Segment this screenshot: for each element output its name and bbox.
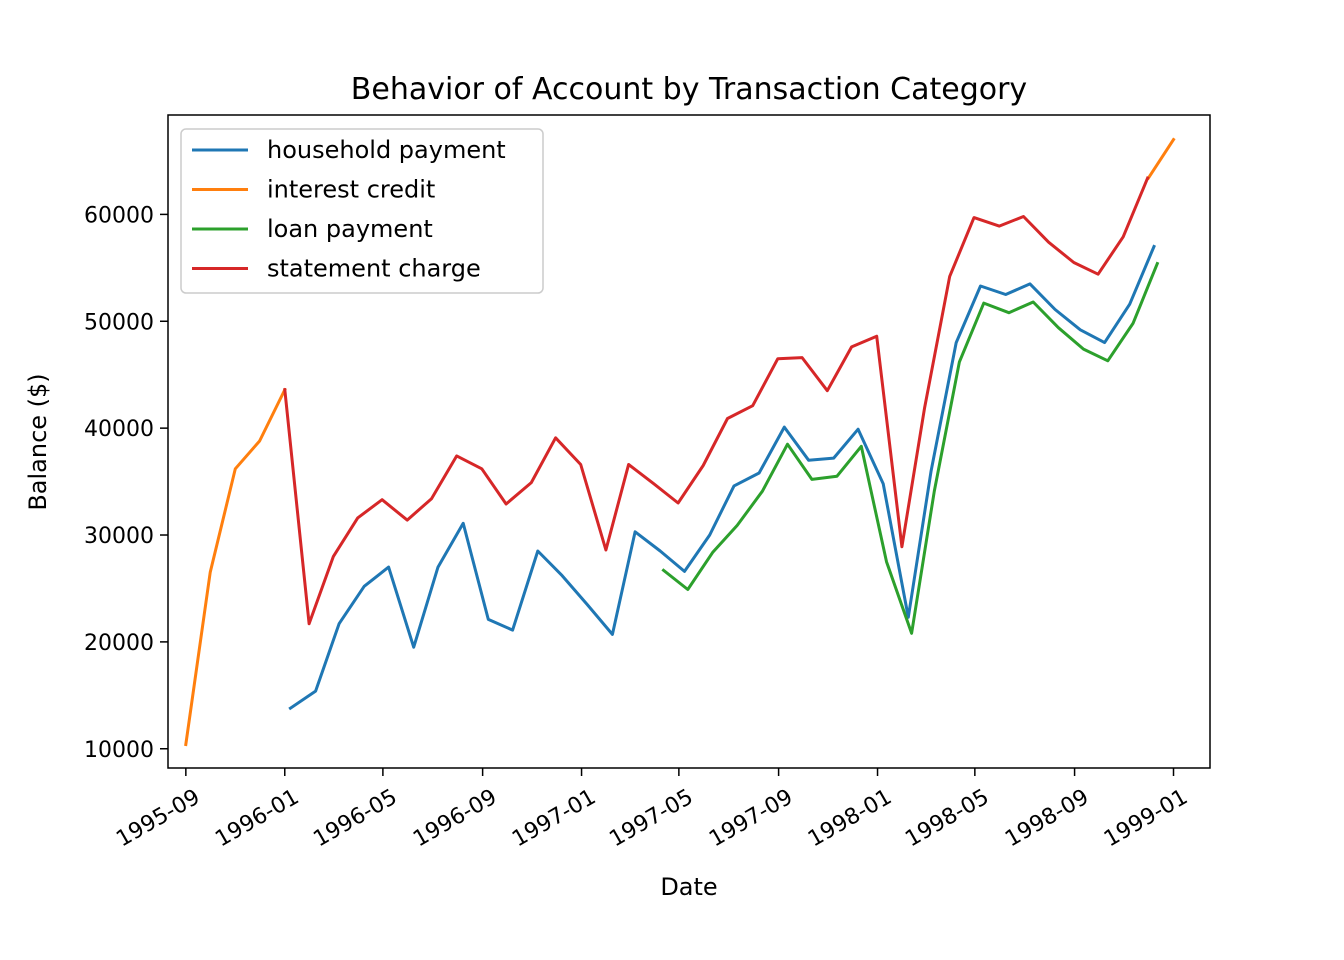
- y-axis-label: Balance ($): [24, 373, 52, 510]
- legend-label: household payment: [267, 136, 506, 164]
- series-line-1-0: [184, 387, 287, 747]
- y-tick-label: 60000: [84, 203, 154, 228]
- series-line-3-0: [283, 176, 1150, 626]
- legend-label: loan payment: [267, 215, 433, 243]
- series-household-payment: [288, 244, 1156, 711]
- series-layer: [184, 137, 1176, 747]
- legend[interactable]: household payment interest credit loan pay…: [180, 128, 544, 294]
- series-line-1-1: [1146, 137, 1176, 181]
- chart-title: Behavior of Account by Transaction Categ…: [351, 72, 1027, 107]
- y-tick-label: 40000: [84, 417, 154, 442]
- y-tick-label: 30000: [84, 524, 154, 549]
- legend-item-loan-payment[interactable]: loan payment: [192, 215, 433, 243]
- series-line-0-0: [288, 244, 1156, 711]
- legend-item-household-payment[interactable]: household payment: [192, 136, 506, 164]
- series-interest-credit: [184, 137, 1176, 747]
- y-axis: 10000 20000 30000 40000 50000 60000: [84, 203, 168, 763]
- plot-frame: [167, 114, 1211, 769]
- legend-item-interest-credit[interactable]: interest credit: [192, 176, 435, 204]
- x-axis-label: Date: [660, 873, 717, 901]
- series-statement-charge: [283, 176, 1150, 626]
- y-tick-label: 10000: [84, 738, 154, 763]
- legend-label: statement charge: [267, 255, 481, 283]
- legend-item-statement-charge[interactable]: statement charge: [192, 255, 481, 283]
- series-loan-payment: [661, 261, 1160, 635]
- y-tick-label: 20000: [84, 631, 154, 656]
- legend-label: interest credit: [267, 176, 435, 204]
- legend-box: [180, 128, 544, 294]
- y-tick-label: 50000: [84, 310, 154, 335]
- series-line-2-0: [661, 261, 1160, 635]
